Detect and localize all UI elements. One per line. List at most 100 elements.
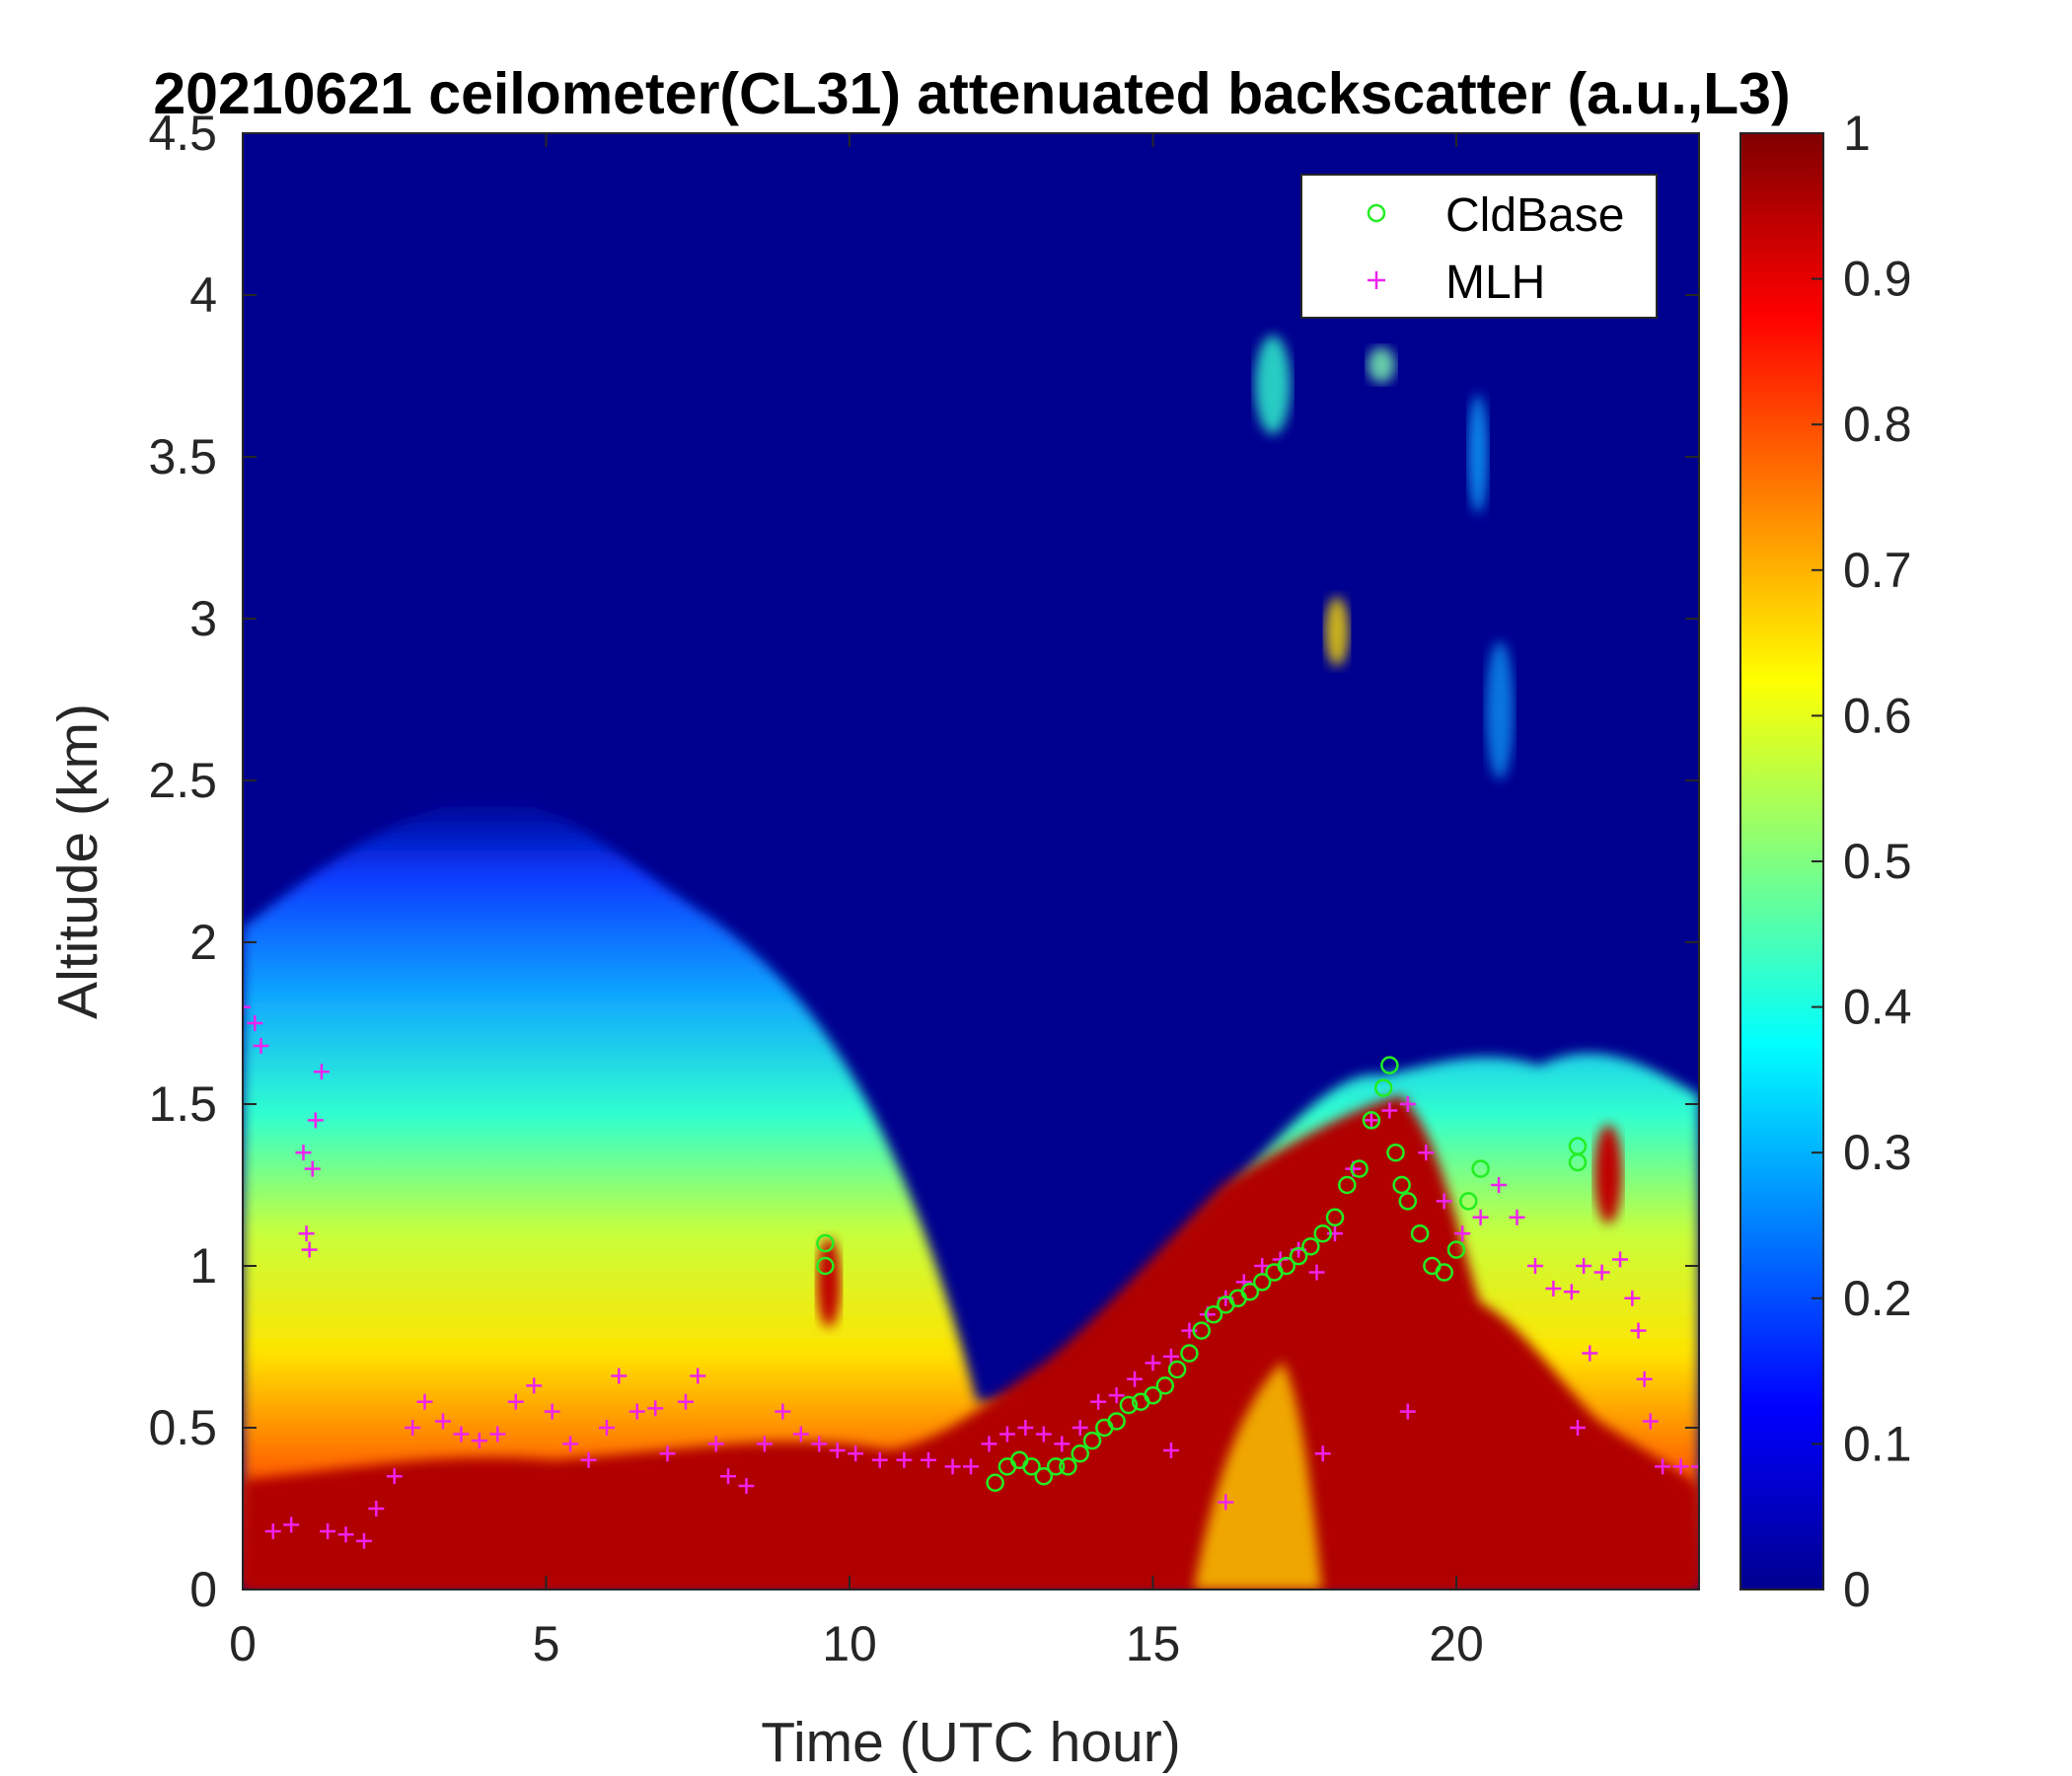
cldbase-point [1167, 1360, 1187, 1379]
cldbase-point [1059, 1457, 1077, 1476]
mlh-point [1314, 1445, 1331, 1462]
cldbase-series [816, 1056, 1588, 1493]
colorbar-tick-label: 0 [1843, 1562, 1871, 1617]
y-tick-label: 4.5 [148, 106, 217, 161]
mlh-point [1636, 1370, 1653, 1387]
cldbase-point [1392, 1175, 1411, 1195]
cldbase-point [1022, 1457, 1041, 1476]
mlh-point [489, 1426, 506, 1443]
mlh-point [1218, 1494, 1234, 1511]
legend-box [1300, 174, 1658, 319]
mlh-point [792, 1426, 809, 1443]
y-tick-label: 3.5 [148, 429, 217, 484]
mlh-point [1526, 1258, 1543, 1274]
mlh-point [1072, 1420, 1088, 1436]
mlh-point [298, 1225, 315, 1242]
mlh-point [811, 1436, 828, 1452]
chart-title: 20210621 ceilometer(CL31) attenuated bac… [153, 61, 1790, 126]
mlh-point [1145, 1355, 1161, 1371]
cldbase-point [986, 1473, 1004, 1493]
y-tick-label: 1.5 [148, 1076, 217, 1132]
mlh-point [981, 1436, 998, 1452]
y-tick-label: 1 [189, 1238, 217, 1294]
mlh-point [1418, 1145, 1435, 1161]
colorbar-tick-label: 0.3 [1843, 1125, 1912, 1180]
mlh-point [677, 1393, 694, 1410]
mlh-point [1655, 1458, 1671, 1475]
cldbase-point [1034, 1466, 1054, 1486]
cldbase-point [1107, 1412, 1126, 1431]
mlh-legend-label: MLH [1445, 257, 1545, 309]
mlh-point [1308, 1264, 1325, 1281]
mlh-point [756, 1436, 773, 1452]
cldbase-point [1071, 1443, 1089, 1463]
mlh-point [1672, 1458, 1689, 1475]
cldbase-point [1459, 1192, 1478, 1211]
mlh-point [1454, 1225, 1471, 1242]
y-tick-label: 2.5 [148, 753, 217, 808]
mlh-point [829, 1442, 846, 1458]
cldbase-point [1568, 1137, 1588, 1155]
x-tick-label: 15 [1126, 1616, 1181, 1671]
legend: CldBase MLH [1300, 174, 1658, 319]
cldbase-point [1362, 1111, 1381, 1130]
cldbase-point [1119, 1395, 1139, 1415]
mlh-point [337, 1526, 354, 1543]
mlh-point [1491, 1177, 1508, 1193]
colorbar-tick-label: 0.4 [1843, 980, 1912, 1035]
mlh-point [405, 1420, 421, 1436]
y-tick-label: 4 [189, 267, 217, 323]
mlh-point [647, 1400, 664, 1417]
mlh-point [1017, 1420, 1034, 1436]
mlh-point [434, 1413, 451, 1430]
colorbar-tick-label: 1 [1843, 106, 1871, 161]
mlh-point [453, 1426, 470, 1443]
colorbar-ticks: 0 0.1 0.2 0.3 0.4 0.5 0.6 0.7 0.8 0.9 1 [1812, 106, 1912, 1617]
mlh-point [307, 1112, 324, 1129]
mlh-point [1399, 1403, 1416, 1420]
mlh-point [320, 1522, 336, 1539]
mlh-legend-marker [1368, 271, 1385, 289]
colorbar-tick-label: 0.5 [1843, 834, 1912, 889]
colorbar-tick-label: 0.9 [1843, 252, 1912, 307]
cldbase-legend-marker [1367, 203, 1386, 223]
x-tick-label: 10 [822, 1616, 877, 1671]
colorbar-tick-label: 0.2 [1843, 1271, 1912, 1326]
x-axis-label: Time (UTC hour) [761, 1711, 1180, 1774]
y-tick-label: 3 [189, 591, 217, 646]
colorbar [1739, 132, 1824, 1591]
mlh-point [944, 1458, 961, 1475]
mlh-point [896, 1451, 913, 1468]
mlh-point [1630, 1322, 1647, 1339]
mlh-point [283, 1517, 300, 1533]
y-axis-label: Altitude (km) [46, 703, 110, 1019]
mlh-point [1108, 1387, 1125, 1404]
mlh-point [999, 1426, 1015, 1443]
colorbar-tick-label: 0.7 [1843, 543, 1912, 598]
mlh-point [1472, 1209, 1489, 1225]
y-tick-label: 0.5 [148, 1400, 217, 1455]
mlh-point [580, 1451, 597, 1468]
mlh-point [871, 1451, 888, 1468]
x-tick-label: 5 [533, 1616, 560, 1671]
mlh-point [738, 1478, 755, 1495]
mlh-point [963, 1458, 979, 1475]
x-tick-label: 0 [229, 1616, 257, 1671]
colorbar-tick-label: 0.6 [1843, 688, 1912, 743]
mlh-point [1642, 1413, 1659, 1430]
y-tick-label: 2 [189, 915, 217, 970]
mlh-point [416, 1393, 433, 1410]
mlh-point [920, 1451, 936, 1468]
mlh-point [707, 1436, 724, 1452]
mlh-point [295, 1145, 312, 1161]
cldbase-point [1350, 1159, 1369, 1178]
mlh-point [1090, 1393, 1107, 1410]
mlh-point [775, 1403, 791, 1420]
mlh-point [1035, 1426, 1052, 1443]
mlh-point [356, 1532, 372, 1549]
mlh-point [1612, 1251, 1629, 1268]
cldbase-point [1252, 1273, 1272, 1292]
mlh-point [471, 1433, 487, 1449]
colorbar-tick-label: 0.1 [1843, 1416, 1912, 1471]
mlh-point [507, 1393, 524, 1410]
